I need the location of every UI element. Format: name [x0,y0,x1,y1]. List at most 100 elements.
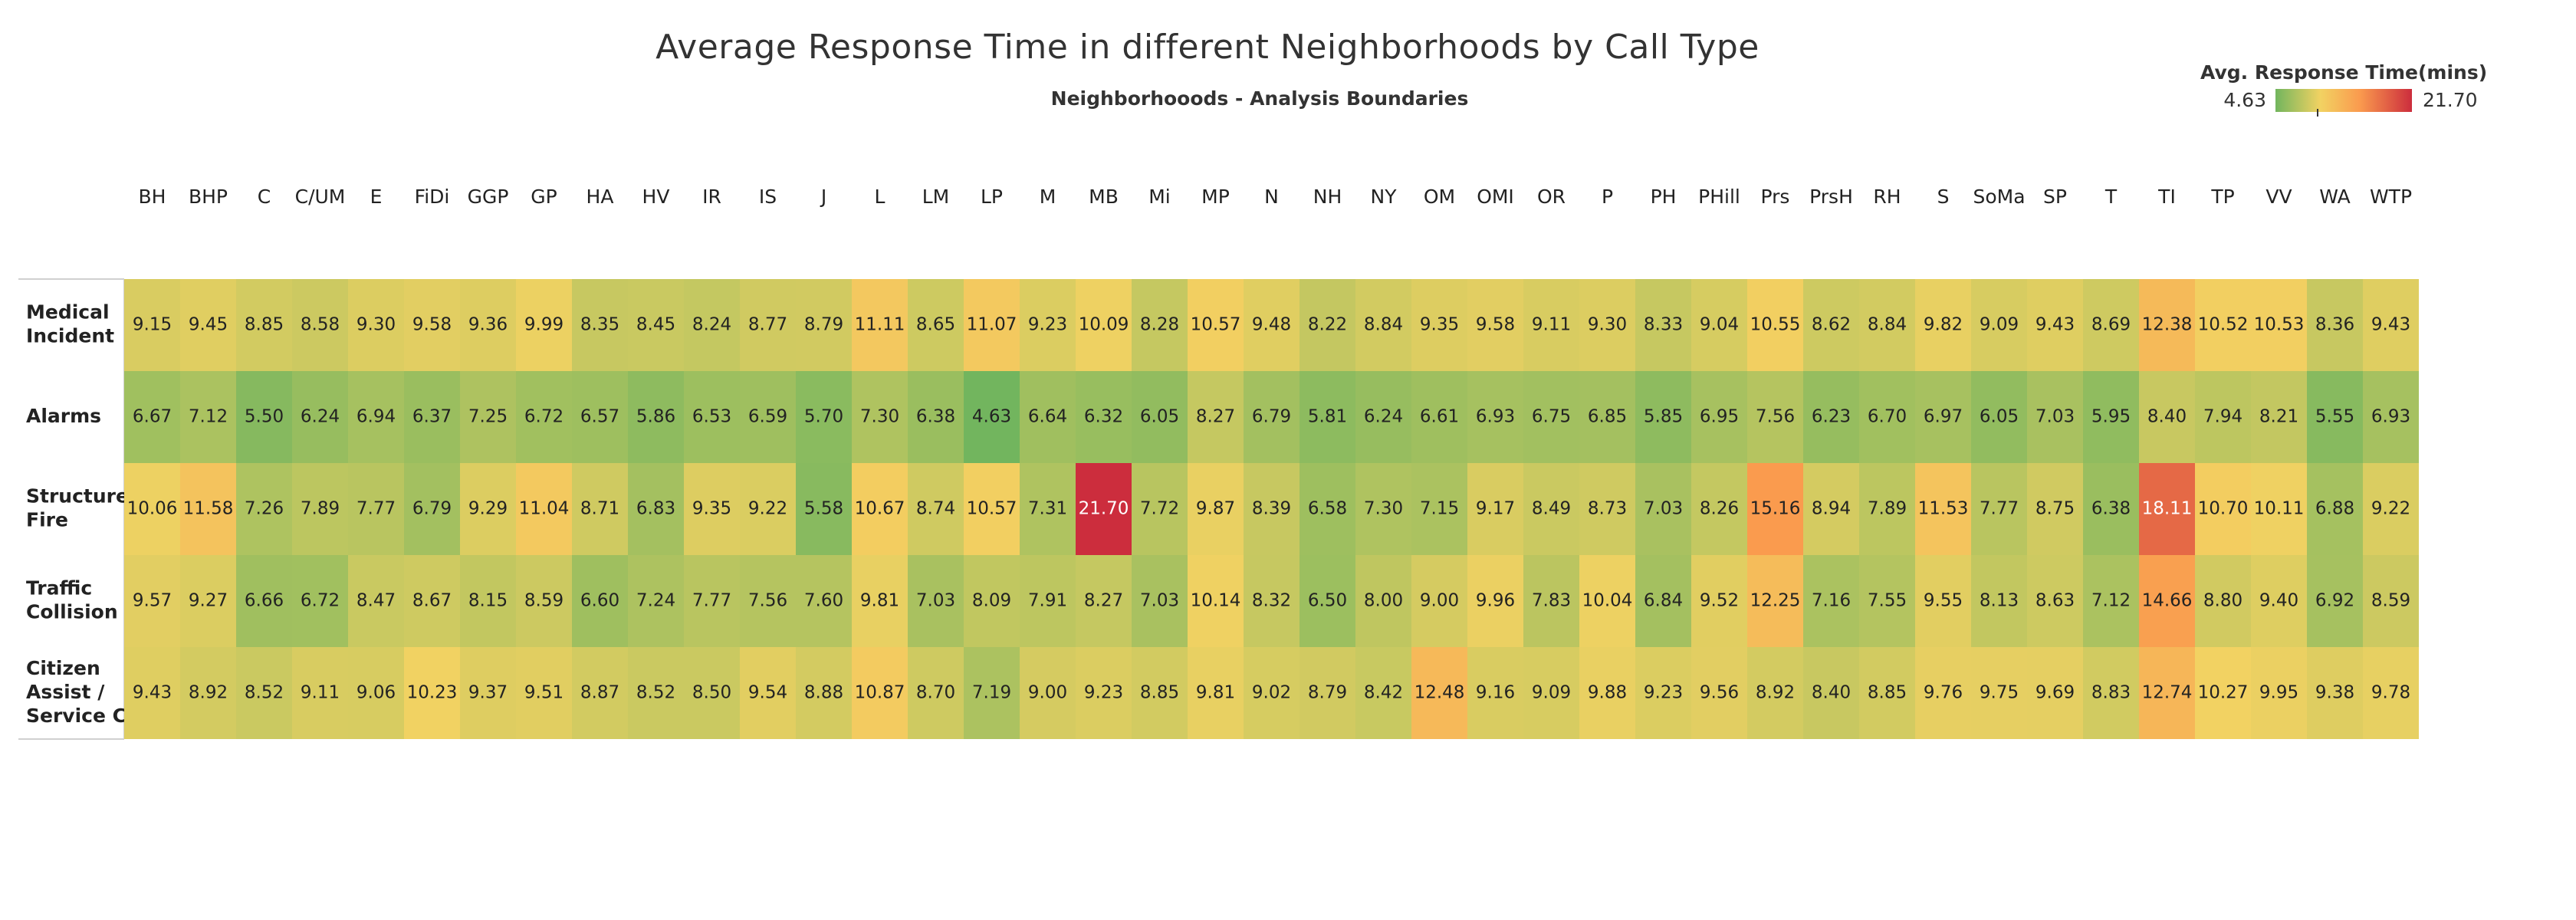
heatmap-cell [180,647,236,739]
heatmap-cell [2027,279,2083,371]
cell-value-label: 9.23 [1028,315,1067,335]
cell-value-label: 6.24 [1364,407,1403,427]
cell-value-label: 8.47 [356,591,396,611]
chart-title: Average Response Time in different Neigh… [656,28,1760,67]
cell-value-label: 7.31 [1028,499,1067,519]
heatmap-cell [2083,371,2139,463]
cell-value-label: 7.30 [1364,499,1403,519]
heatmap-cell [964,279,1020,371]
heatmap-cell [908,279,964,371]
column-header: MB [1089,186,1119,208]
column-header: C [258,186,271,208]
heatmap-cell [1915,463,1971,555]
heatmap-cell [1411,647,1467,739]
cell-value-label: 8.85 [245,315,284,335]
heatmap-cell [628,279,684,371]
heatmap-cell [348,279,404,371]
heatmap-cell [2251,279,2307,371]
heatmap-cell [1859,371,1915,463]
column-header: OMI [1477,186,1514,208]
heatmap-cell [1076,279,1132,371]
cell-value-label: 7.56 [1756,407,1795,427]
cell-value-label: 10.67 [855,499,905,519]
column-header: OM [1424,186,1455,208]
cell-value-label: 6.05 [1140,407,1179,427]
row-label-line: Medical [26,301,110,324]
heatmap-cell [1579,371,1635,463]
heatmap-cell [124,371,180,463]
cell-value-label: 9.17 [1476,499,1515,519]
heatmap-cell [2195,279,2251,371]
cell-value-label: 8.50 [692,683,731,703]
cell-value-label: 9.16 [1476,683,1515,703]
row-label-line: Traffic [26,577,92,600]
heatmap-cell [2083,279,2139,371]
cell-value-label: 6.95 [1700,407,1739,427]
heatmap-cell [1355,647,1411,739]
column-header: WA [2319,186,2350,208]
cell-value-label: 10.23 [407,683,458,703]
heatmap-cell [2139,647,2195,739]
cell-value-label: 9.69 [2036,683,2075,703]
heatmap-cell [404,279,460,371]
cell-value-label: 8.83 [2091,683,2131,703]
heatmap-cell [516,555,572,647]
cell-value-label: 9.56 [1700,683,1739,703]
heatmap-cell [684,463,740,555]
cell-value-label: 9.58 [1476,315,1515,335]
cell-value-label: 6.50 [1308,591,1347,611]
heatmap-cell [1859,647,1915,739]
heatmap-cell [124,555,180,647]
heatmap-cell [1635,371,1691,463]
cell-value-label: 6.37 [412,407,452,427]
heatmap-cell [684,279,740,371]
cell-value-label: 8.40 [1812,683,1851,703]
heatmap-cell [1803,463,1859,555]
cell-value-label: 8.92 [189,683,228,703]
heatmap-cell [740,647,796,739]
cell-value-label: 8.88 [804,683,843,703]
cell-value-label: 5.58 [804,499,843,519]
heatmap-cell [1635,463,1691,555]
heatmap-cell [1467,463,1523,555]
column-header: LP [981,186,1003,208]
cell-value-label: 8.65 [916,315,955,335]
cell-value-label: 8.36 [2315,315,2354,335]
cell-value-label: 5.70 [804,407,843,427]
cell-value-label: 8.69 [2091,315,2131,335]
heatmap-cell [684,371,740,463]
cell-value-label: 9.23 [1644,683,1683,703]
cell-value-label: 21.70 [1079,499,1129,519]
heatmap-cell [1971,555,2027,647]
cell-value-label: 8.80 [2203,591,2242,611]
cell-value-label: 9.06 [356,683,396,703]
heatmap-cell [1971,279,2027,371]
cell-value-label: 6.84 [1644,591,1683,611]
cell-value-label: 9.96 [1476,591,1515,611]
heatmap-cell [180,371,236,463]
cell-value-label: 18.11 [2142,499,2193,519]
cell-value-label: 9.45 [189,315,228,335]
cell-value-label: 8.85 [1868,683,1907,703]
row-label-line: Service C.. [26,705,141,727]
heatmap-cell [348,463,404,555]
heatmap-cell [124,647,180,739]
cell-value-label: 7.19 [972,683,1011,703]
column-header: NY [1371,186,1398,208]
cell-value-label: 8.73 [1588,499,1627,519]
column-header: RH [1873,186,1901,208]
heatmap-cell [684,555,740,647]
cell-value-label: 6.94 [356,407,396,427]
heatmap-cell [1355,555,1411,647]
cell-value-label: 8.40 [2147,407,2187,427]
cell-value-label: 9.09 [1532,683,1571,703]
heatmap-cell [460,555,516,647]
heatmap-cell [460,279,516,371]
cell-value-label: 8.79 [1308,683,1347,703]
column-header: PH [1651,186,1677,208]
cell-value-label: 7.15 [1420,499,1459,519]
column-header: PHill [1698,186,1740,208]
row-label-line: Alarms [26,405,101,427]
cell-value-label: 7.26 [245,499,284,519]
cell-value-label: 7.72 [1140,499,1179,519]
